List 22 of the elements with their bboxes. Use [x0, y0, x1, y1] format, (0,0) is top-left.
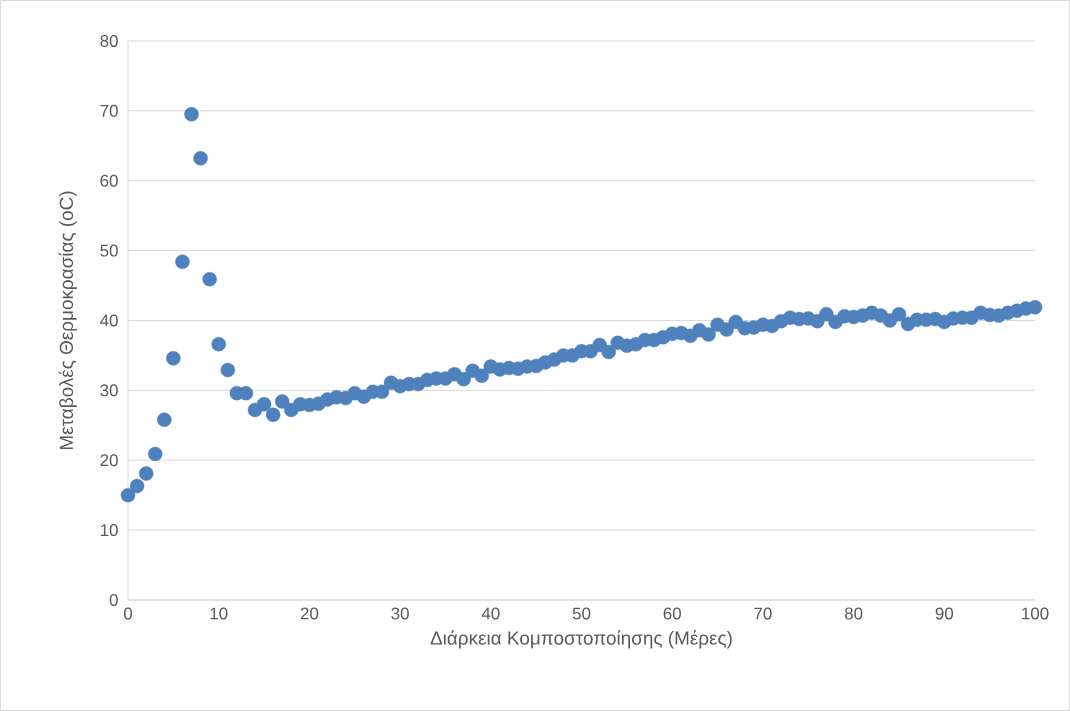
y-tick-label: 40 — [100, 314, 118, 327]
y-axis-title: Μεταβολές Θερμοκρασίας (oC) — [58, 191, 77, 450]
y-tick-label: 30 — [100, 384, 118, 397]
y-tick-label: 60 — [100, 174, 118, 187]
x-tick-label: 40 — [481, 607, 500, 620]
x-tick-label: 80 — [844, 607, 863, 620]
y-tick-label: 70 — [100, 104, 118, 117]
x-tick-label: 100 — [1022, 607, 1049, 620]
x-tick-label: 70 — [754, 607, 772, 620]
x-tick-label: 90 — [935, 607, 954, 620]
x-tick-label: 50 — [572, 607, 591, 620]
y-tick-label: 80 — [100, 34, 118, 47]
y-tick-label: 0 — [109, 593, 118, 606]
y-tick-label: 50 — [100, 244, 118, 257]
x-axis-title: Διάρκεια Κομποστοποίησης (Μέρες) — [430, 630, 732, 649]
x-tick-label: 30 — [391, 607, 409, 620]
x-tick-label: 20 — [300, 607, 319, 620]
x-tick-label: 60 — [663, 607, 681, 620]
x-tick-label: 0 — [123, 607, 133, 620]
x-tick-label: 10 — [210, 607, 228, 620]
y-tick-label: 10 — [100, 524, 118, 537]
y-tick-label: 20 — [100, 454, 118, 467]
